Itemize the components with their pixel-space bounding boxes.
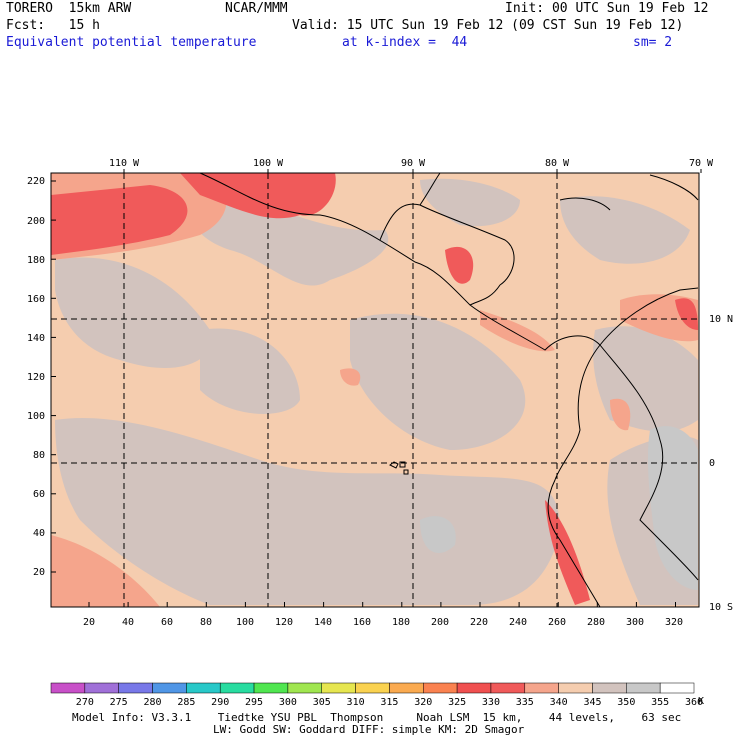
level-label: at k-index = 44 [342,35,468,50]
x-tick-label: 280 [587,617,605,628]
colorbar-swatch [456,682,492,694]
colorbar-swatch [389,682,424,694]
colorbar-swatch [84,682,119,694]
colorbar-swatch [287,682,322,694]
colorbar-swatch [355,682,390,694]
colorbar-label: 290 [211,697,229,708]
y-tick-label: 200 [27,216,45,227]
x-tick-label: 100 [236,617,254,628]
colorbar-swatch [524,682,559,694]
colorbar-swatch [592,682,627,694]
y-tick-label: 140 [27,333,45,344]
colorbar-label: 325 [448,697,466,708]
x-tick-label: 320 [665,617,683,628]
colorbar-swatch [186,682,221,694]
colorbar-swatch [558,682,593,694]
forecast-hour: Fcst: 15 h [6,18,100,33]
colorbar-label: 350 [617,697,635,708]
model-title: TORERO 15km ARW [6,1,132,16]
y-tick-label: 160 [27,294,45,305]
colorbar-label: 310 [347,697,365,708]
colorbar-unit: K [698,696,704,707]
lon-label: 80 W [545,158,570,169]
y-tick-label: 180 [27,255,45,266]
colorbar-swatch [321,682,356,694]
graticule [51,173,699,607]
colorbar-swatch [659,682,695,694]
x-tick-label: 20 [83,617,95,628]
colorbar-label: 300 [279,697,297,708]
lon-label: 110 W [109,158,140,169]
y-tick-label: 120 [27,372,45,383]
colorbar-label: 285 [177,697,195,708]
colorbar-swatch [219,682,255,694]
physics-info: LW: Godd SW: Goddard DIFF: simple KM: 2D… [213,723,525,736]
colorbar-label: 320 [414,697,432,708]
x-tick-label: 140 [314,617,332,628]
colorbar: 270 275 280 285 290 295 300 305 310 315 320 325 330 3… [50,682,703,708]
smoothing-label: sm= 2 [633,35,673,50]
init-time: Init: 00 UTC Sun 19 Feb 12 [505,1,709,16]
y-tick-label: 220 [27,176,45,187]
x-tick-label: 160 [353,617,371,628]
colorbar-swatch [423,682,458,694]
colorbar-label: 315 [380,697,398,708]
colorbar-swatch [490,682,526,694]
lat-label: 0 [709,458,715,469]
y-tick-label: 20 [33,567,45,578]
x-tick-label: 180 [392,617,410,628]
colorbar-label: 305 [313,697,331,708]
y-tick-label: 80 [33,450,45,461]
colorbar-label: 275 [110,697,128,708]
gray-regions [55,178,698,605]
colorbar-swatch [626,682,661,694]
colorbar-swatch [50,682,86,694]
x-tick-label: 300 [626,617,644,628]
center-label: NCAR/MMM [225,1,288,16]
axis-ticks [51,169,702,607]
x-tick-label: 60 [161,617,173,628]
colorbar-label: 360 [685,697,703,708]
lon-label: 70 W [689,158,714,169]
lon-label: 90 W [401,158,426,169]
y-axis-labels: 220 200 180 160 140 120 100 80 60 40 20 [27,176,45,578]
warm-regions [51,173,698,607]
colorbar-swatch [152,682,187,694]
colorbar-swatch [118,682,153,694]
colorbar-label: 295 [245,697,263,708]
x-tick-label: 220 [470,617,488,628]
lon-label: 100 W [253,158,284,169]
colorbar-label: 335 [516,697,534,708]
x-tick-label: 120 [275,617,293,628]
y-tick-label: 60 [33,489,45,500]
field-name: Equivalent potential temperature [6,35,257,50]
colorbar-label: 340 [550,697,568,708]
model-info: Model Info: V3.3.1 Tiedtke YSU PBL Thomp… [72,711,682,724]
lat-label: 10 N [709,314,733,325]
x-tick-label: 40 [122,617,134,628]
y-tick-label: 100 [27,411,45,422]
colorbar-label: 345 [583,697,601,708]
x-tick-label: 260 [548,617,566,628]
map-frame [50,172,700,608]
x-axis-labels: 20 40 60 80 100 120 140 160 180 200 220 … [83,617,683,628]
y-tick-label: 40 [33,528,45,539]
colorbar-label: 355 [651,697,669,708]
x-tick-label: 200 [431,617,449,628]
colorbar-label: 280 [143,697,161,708]
colorbar-label: 330 [482,697,500,708]
coastlines [199,172,699,608]
colorbar-label: 270 [76,697,94,708]
x-tick-label: 240 [509,617,527,628]
x-tick-label: 80 [200,617,212,628]
valid-time: Valid: 15 UTC Sun 19 Feb 12 (09 CST Sun … [292,18,684,33]
light-gray-regions [420,426,698,590]
colorbar-swatch [253,682,289,694]
lat-label: 10 S [709,602,733,613]
